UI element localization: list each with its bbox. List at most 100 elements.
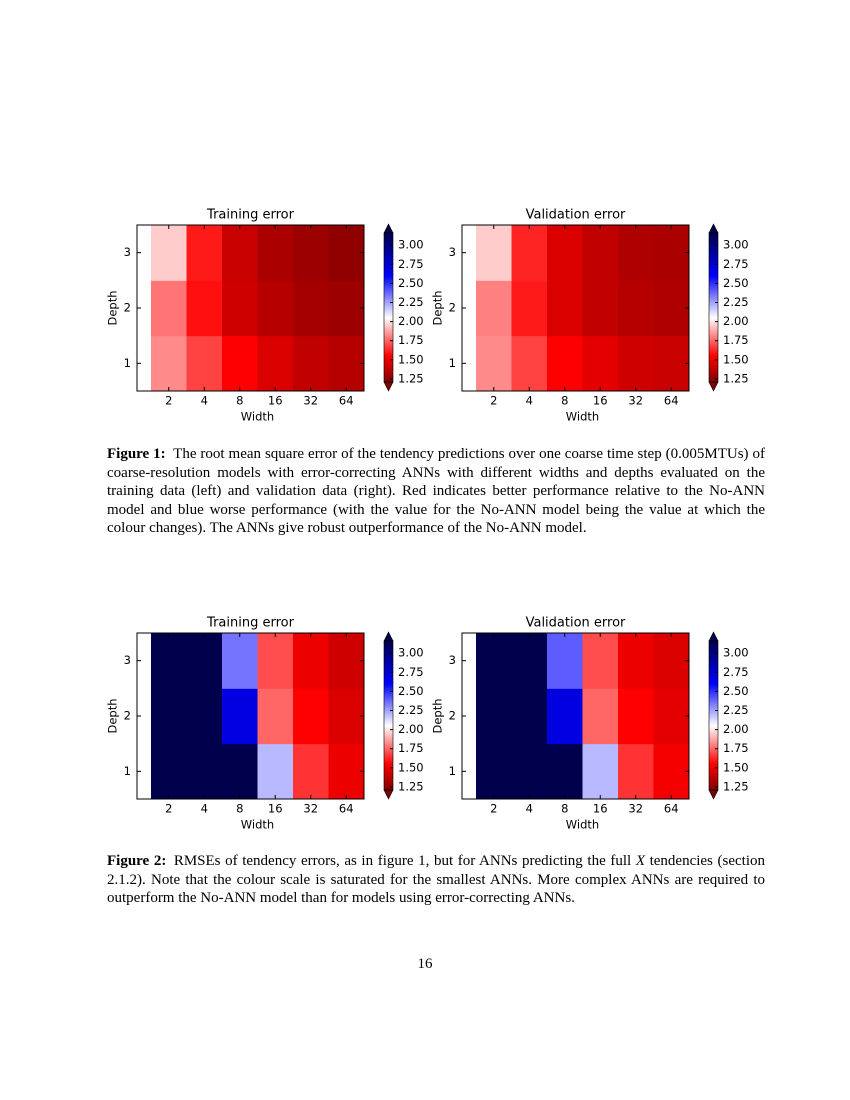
heatmap-cell [653,633,690,689]
heatmap-cell [293,633,329,689]
colorbar-tick-label: 2.00 [723,722,749,736]
x-tick-label: 32 [303,802,318,816]
x-tick-label: 16 [268,802,283,816]
colorbar-extend [708,789,719,800]
heatmap-cell [222,743,258,800]
heatmap-cell [186,335,223,392]
y-tick-label: 1 [449,764,456,778]
x-tick-label: 32 [628,394,643,408]
x-tick-label: 2 [165,394,172,408]
colorbar-extend [708,381,719,392]
heatmap-cell [476,225,512,281]
heatmap-cell [328,743,365,800]
x-tick-label: 64 [664,802,679,816]
heatmap-cell [293,225,329,281]
colorbar-tick-label: 2.25 [398,703,424,717]
y-axis-label: Depth [106,698,120,733]
heatmap-cell [511,335,548,392]
heatmap-cell [328,225,365,281]
colorbar-extend [708,223,719,234]
heatmap-cell [653,225,690,281]
x-tick-label: 32 [628,802,643,816]
heatmap-cell [476,280,512,337]
heatmap-cell [222,688,258,745]
colorbar-tick-label: 2.50 [723,684,749,698]
heatmap-cell [151,225,187,281]
heatmap-cell [293,335,329,392]
heatmap-cell [222,280,258,337]
colorbar [384,233,393,382]
colorbar-tick-label: 1.25 [723,371,749,385]
colorbar-extend [383,789,394,800]
x-tick-label: 32 [303,394,318,408]
colorbar-tick-label: 3.00 [398,238,424,252]
colorbar-tick-label: 2.00 [398,722,424,736]
heatmap-cell [582,335,619,392]
heatmap-cell [653,743,690,800]
colorbar [384,641,393,790]
heatmap-cell [222,633,258,689]
colorbar-tick-label: 2.75 [398,665,424,679]
heatmap-cell [618,633,654,689]
colorbar-tick-label: 2.75 [723,257,749,271]
heatmap-cell [151,280,187,337]
heatmap-cell [511,633,548,689]
chart-title: Training error [206,208,295,223]
x-tick-label: 8 [236,802,243,816]
heatmap-cell [151,633,187,689]
x-axis-label: Width [566,818,599,832]
chart-title: Validation error [526,208,626,223]
heatmap-cell [293,688,329,745]
colorbar-tick-label: 2.00 [723,314,749,328]
heatmap-cell [186,633,223,689]
x-axis-label: Width [566,410,599,424]
colorbar-frame [383,232,394,383]
caption-label: Figure 2: [107,853,167,869]
y-tick-label: 1 [124,764,131,778]
heatmap-cell [582,280,619,337]
y-tick-label: 3 [449,245,456,259]
colorbar-frame [383,640,394,791]
colorbar-tick-label: 1.25 [398,371,424,385]
heatmap-cell [582,225,619,281]
colorbar-tick-label: 2.25 [398,295,424,309]
heatmap-cell [476,743,512,800]
colorbar-tick-label: 2.75 [398,257,424,271]
x-tick-label: 2 [165,802,172,816]
x-tick-label: 64 [664,394,679,408]
heatmap-cell [293,280,329,337]
colorbar-frame [708,640,719,791]
x-tick-label: 4 [201,802,208,816]
x-tick-label: 8 [236,394,243,408]
y-axis-label: Depth [431,290,445,325]
heatmap-cell [547,225,583,281]
heatmap-cell [511,743,548,800]
heatmap-cell [547,280,583,337]
x-tick-label: 4 [201,394,208,408]
x-tick-label: 16 [268,394,283,408]
page-number: 16 [417,956,433,972]
x-tick-label: 8 [561,394,568,408]
colorbar-tick-label: 1.75 [398,741,424,755]
y-tick-label: 2 [124,301,131,315]
heatmap-cell [547,688,583,745]
colorbar-frame [708,232,719,383]
colorbar-extend [383,381,394,392]
heatmap-cell [476,335,512,392]
heatmap-cell [653,335,690,392]
colorbar-tick-label: 1.25 [723,779,749,793]
heatmap-cell [476,688,512,745]
y-tick-label: 1 [124,356,131,370]
heatmap-cell [257,335,294,392]
x-tick-label: 4 [526,394,533,408]
caption-text: tendencies (section 2.1.2). Note that th… [107,853,765,907]
colorbar-tick-label: 2.50 [398,276,424,290]
x-tick-label: 64 [339,802,354,816]
colorbar [709,641,718,790]
x-tick-label: 2 [490,802,497,816]
y-axis-label: Depth [106,290,120,325]
heatmap-cell [618,743,654,800]
heatmap-cell [151,743,187,800]
